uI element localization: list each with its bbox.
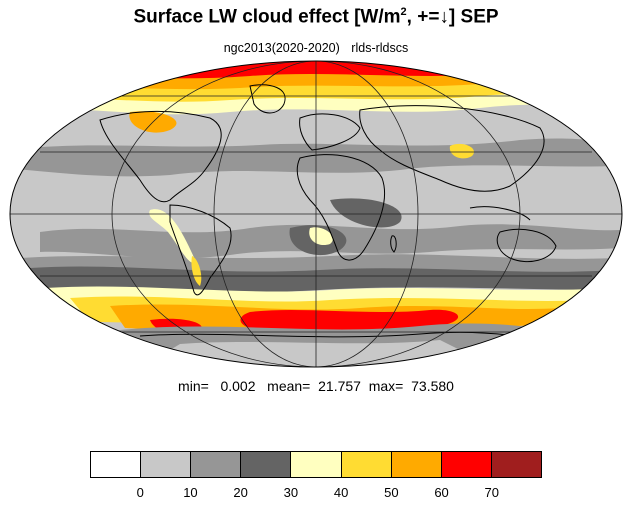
colorbar-tick-label: 50 <box>384 485 399 500</box>
colorbar-tick-label: 20 <box>233 485 248 500</box>
title-superscript: 2 <box>400 6 407 18</box>
field-patch-yellow-tibet <box>449 143 474 159</box>
coast-greenland <box>249 84 286 114</box>
field-band-dark-south <box>30 266 615 293</box>
colorbar-tick-label: 0 <box>136 485 144 500</box>
colorbar-swatch <box>391 452 442 477</box>
globe-outline <box>9 60 623 368</box>
graticule <box>10 61 622 367</box>
graticule-meridian-60 <box>213 61 419 367</box>
subtitle-variable: rlds-rldscs <box>351 41 409 55</box>
coast-europe <box>299 113 361 151</box>
coastlines <box>99 84 557 341</box>
subtitle-experiment: ngc2013(2020-2020) <box>223 41 340 55</box>
colorbar-ticks: 0 10 20 30 40 50 60 70 <box>0 485 632 503</box>
coast-asia <box>359 105 545 192</box>
coast-indonesia <box>469 206 531 221</box>
colorbar-swatch <box>341 452 392 477</box>
colorbar-tick-label: 70 <box>484 485 499 500</box>
colorbar-tick-label: 40 <box>333 485 349 500</box>
colorbar-tick-label: 10 <box>183 485 198 500</box>
field-patch-red-south <box>240 309 459 332</box>
colorbar-swatch <box>91 452 142 477</box>
coast-australia <box>496 228 557 262</box>
field-patch-yellow-andes <box>149 209 196 264</box>
field-band-antarctic-inner <box>120 340 520 367</box>
coast-africa <box>296 154 386 261</box>
plot-title: Surface LW cloud effect [W/m2, +=↓] SEP <box>0 6 632 28</box>
colorbar-swatch <box>191 452 242 477</box>
title-suffix: , +=↓] SEP <box>406 6 499 28</box>
coast-madagascar <box>390 235 397 253</box>
coast-north-america <box>99 110 222 203</box>
colorbar-swatch <box>491 452 541 477</box>
graticule-meridian-120 <box>111 61 521 367</box>
field-patch-yellow-sahara <box>309 227 333 246</box>
colorbar-swatch <box>441 452 492 477</box>
colorbar-swatch <box>141 452 192 477</box>
coast-antarctica <box>139 331 541 341</box>
title-text: Surface LW cloud effect [W/m <box>133 6 401 28</box>
coast-south-america <box>169 204 232 296</box>
colorbar-tick-label: 60 <box>434 485 449 500</box>
colorbar-swatch <box>241 452 292 477</box>
field-patch-yellow-andes-south <box>191 256 202 286</box>
field-statistics: min= 0.002 mean= 21.757 max= 73.580 <box>178 378 454 394</box>
colorbar-tick-label: 30 <box>283 485 299 500</box>
colorbar-swatch <box>291 452 342 477</box>
colorbar <box>90 451 542 478</box>
plot-subtitle: ngc2013(2020-2020) rlds-rldscs <box>0 41 632 55</box>
